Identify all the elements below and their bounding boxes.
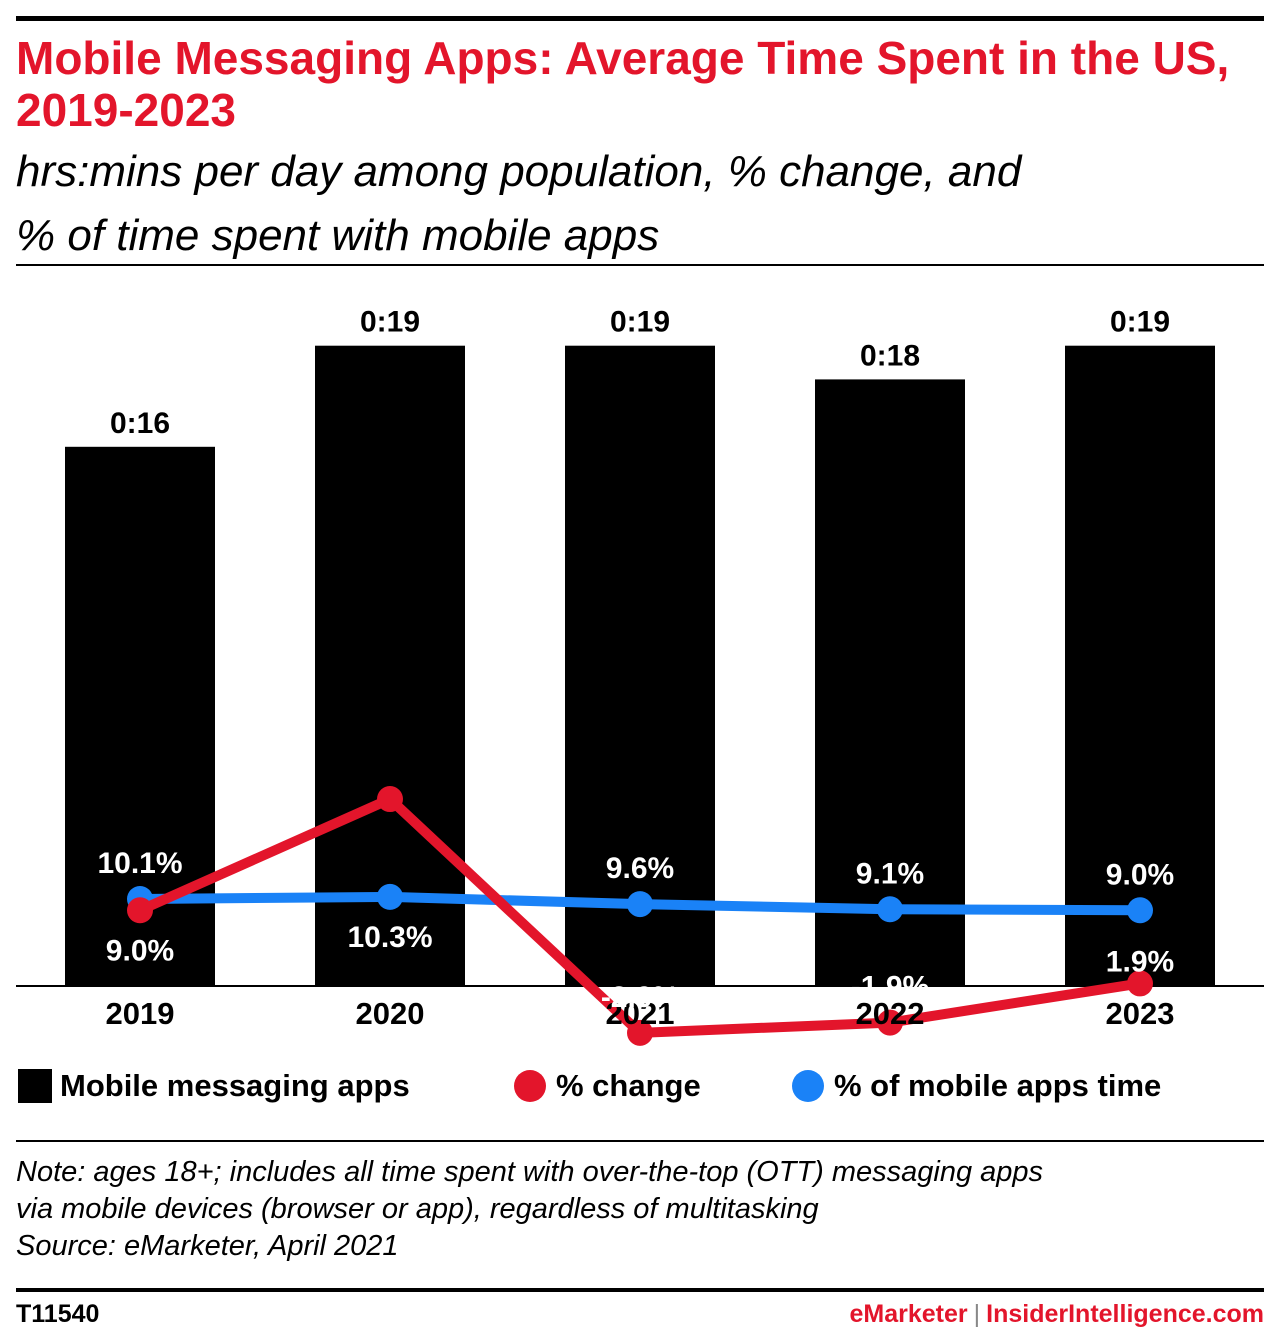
- pct-change-label-2023: 1.9%: [1106, 945, 1174, 978]
- source-line: Source: eMarketer, April 2021: [16, 1230, 399, 1262]
- legend-item-pct-change: % change: [514, 1064, 701, 1108]
- chart-title: Mobile Messaging Apps: Average Time Spen…: [16, 32, 1230, 136]
- chart-id: T11540: [16, 1300, 100, 1328]
- bar-2020: [315, 345, 465, 986]
- pct-mobile-point-2020: [377, 883, 403, 910]
- brand-insider-intelligence[interactable]: InsiderIntelligence.com: [986, 1300, 1264, 1328]
- bottom-rule: [16, 1288, 1264, 1292]
- legend-item-pct-mobile: % of mobile apps time: [792, 1064, 1161, 1108]
- bar-label-2020: 0:19: [360, 306, 420, 339]
- subtitle-line-1: hrs:mins per day among population, % cha…: [16, 147, 1022, 196]
- pct-change-label-2021: -2.9%: [601, 981, 679, 1014]
- legend-item-bars: Mobile messaging apps: [18, 1064, 410, 1108]
- legend-swatch-pct-change: [514, 1070, 546, 1102]
- legend: Mobile messaging apps % change % of mobi…: [16, 1064, 1264, 1108]
- legend-swatch-pct-mobile: [792, 1070, 824, 1102]
- x-tick-2023: 2023: [1106, 996, 1175, 1031]
- bars-layer: [65, 345, 1215, 986]
- note-divider: [16, 1140, 1264, 1142]
- pct-change-point-2019: [127, 897, 153, 924]
- pct-mobile-label-2019: 10.1%: [97, 847, 182, 880]
- bar-2023: [1065, 345, 1215, 986]
- pct-change-label-2019: 9.0%: [106, 934, 174, 967]
- x-tick-2021: 2021: [606, 996, 675, 1031]
- subtitle-line-2: % of time spent with mobile apps: [16, 211, 660, 260]
- pct-mobile-label-2021: 9.6%: [606, 852, 674, 885]
- pct-mobile-point-2022: [877, 896, 903, 923]
- bar-label-2022: 0:18: [860, 339, 920, 372]
- x-tick-2019: 2019: [106, 996, 175, 1031]
- footer-brand: eMarketer | InsiderIntelligence.com: [850, 1300, 1265, 1329]
- pct-mobile-label-2022: 9.1%: [856, 857, 924, 890]
- pct-change-label-2022: -1.9%: [851, 971, 929, 1004]
- chart-note: Note: ages 18+; includes all time spent …: [16, 1154, 1266, 1265]
- pct-change-point-2020: [377, 786, 403, 813]
- chart-subtitle: hrs:mins per day among population, % cha…: [16, 140, 1256, 268]
- note-line-2: via mobile devices (browser or app), reg…: [16, 1193, 819, 1225]
- pct-change-point-2021: [627, 1019, 653, 1046]
- pct-mobile-point-2023: [1127, 897, 1153, 924]
- legend-label-pct-change: % change: [556, 1068, 701, 1103]
- legend-swatch-bars: [18, 1069, 52, 1103]
- note-line-1: Note: ages 18+; includes all time spent …: [16, 1156, 1044, 1188]
- bar-2021: [565, 345, 715, 986]
- header-divider: [16, 264, 1264, 266]
- bar-label-2019: 0:16: [110, 407, 170, 440]
- x-tick-2020: 2020: [356, 996, 425, 1031]
- brand-emarketer[interactable]: eMarketer: [849, 1300, 968, 1328]
- bar-2022: [815, 379, 965, 986]
- legend-label-pct-mobile: % of mobile apps time: [834, 1068, 1162, 1103]
- pct-mobile-point-2021: [627, 891, 653, 918]
- labels-layer: 0:16 2019 0:19 2020 0:19 2021 0:18 2022 0:19 2023…: [97, 306, 1174, 1031]
- bar-label-2021: 0:19: [610, 306, 670, 339]
- brand-separator: |: [973, 1300, 981, 1328]
- top-rule: [16, 16, 1264, 21]
- x-tick-2022: 2022: [856, 996, 925, 1031]
- legend-label-bars: Mobile messaging apps: [60, 1068, 410, 1103]
- pct-change-point-2022: [877, 1009, 903, 1036]
- pct-mobile-label-2020: 10.3%: [347, 921, 432, 954]
- pct-mobile-label-2023: 9.0%: [1106, 858, 1174, 891]
- pct-change-point-2023: [1127, 970, 1153, 997]
- bar-label-2023: 0:19: [1110, 306, 1170, 339]
- lines-layer: [127, 786, 1153, 1046]
- combo-chart: 0:16 2019 0:19 2020 0:19 2021 0:18 2022 0:19 2023…: [16, 306, 1264, 1046]
- pct-change-label-2020: 19.8%: [347, 749, 432, 782]
